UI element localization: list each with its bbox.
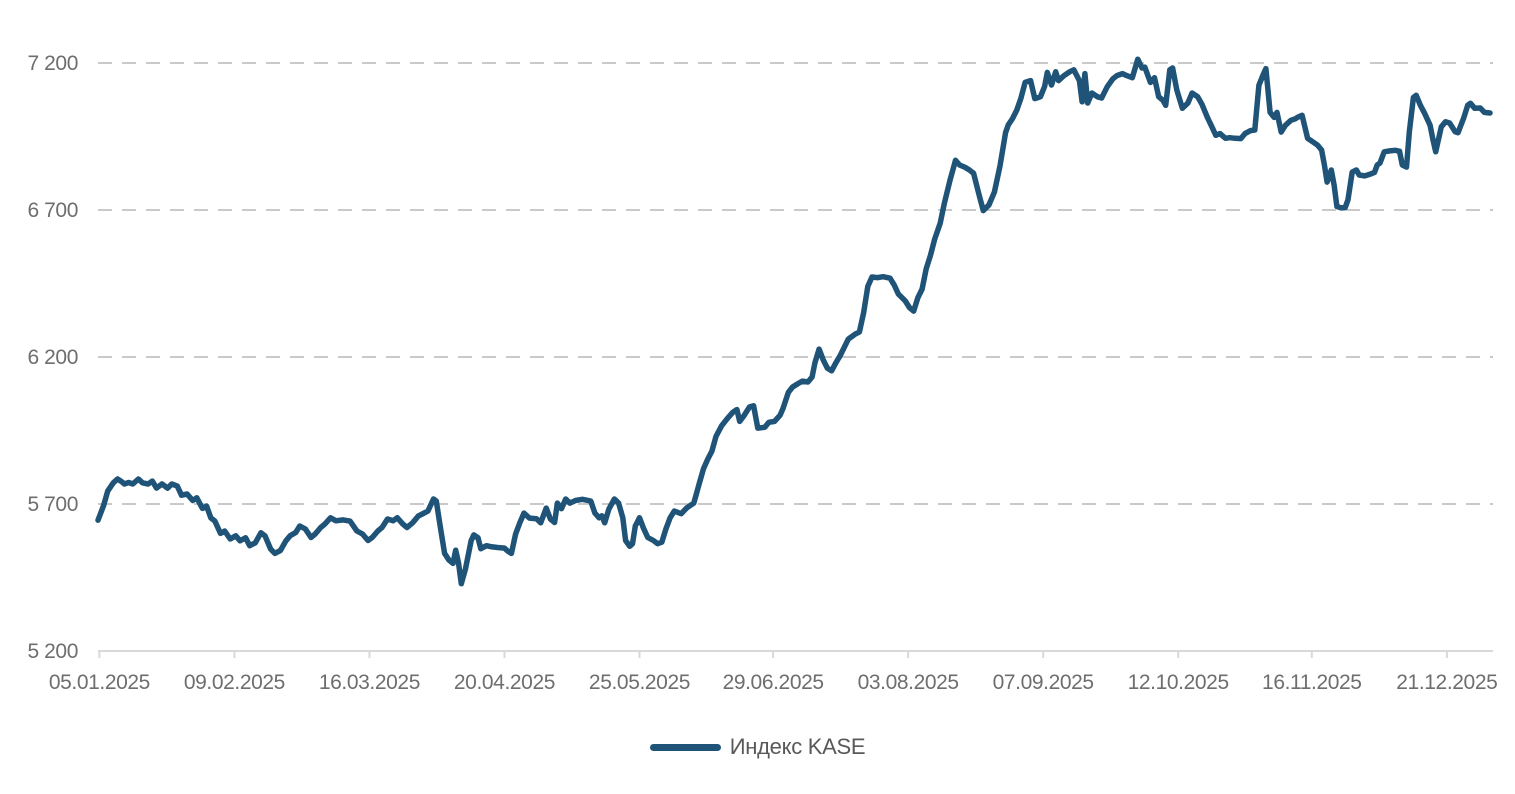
y-tick-label: 7 200: [27, 52, 78, 75]
legend-line-swatch: [649, 743, 721, 751]
y-tick-label: 6 200: [27, 346, 78, 369]
x-tick-label: 12.10.2025: [1128, 671, 1229, 694]
y-axis-labels: 7 200 6 700 6 200 5 700 5 200: [27, 52, 78, 663]
x-tick-label: 25.05.2025: [589, 671, 690, 694]
x-tick-label: 21.12.2025: [1396, 671, 1497, 694]
x-tick-label: 07.09.2025: [993, 671, 1094, 694]
x-axis-line: [98, 650, 1493, 658]
x-tick-label: 20.04.2025: [454, 671, 555, 694]
series-line-kase: [95, 56, 1493, 587]
gridlines: [98, 62, 1493, 505]
y-tick-label: 6 700: [27, 199, 78, 222]
x-tick-label: 03.08.2025: [858, 671, 959, 694]
x-tick-label: 29.06.2025: [723, 671, 824, 694]
y-tick-label: 5 200: [27, 640, 78, 663]
x-tick-label: 16.03.2025: [319, 671, 420, 694]
x-tick-label: 09.02.2025: [184, 671, 285, 694]
legend-label: Индекс KASE: [729, 734, 866, 759]
y-tick-label: 5 700: [27, 493, 78, 516]
x-tick-label: 16.11.2025: [1262, 671, 1362, 694]
x-axis-labels: 05.01.2025 09.02.2025 16.03.2025 20.04.2025…: [49, 671, 1498, 694]
x-tick-label: 05.01.2025: [49, 671, 150, 694]
legend: Индекс KASE: [0, 733, 1515, 761]
